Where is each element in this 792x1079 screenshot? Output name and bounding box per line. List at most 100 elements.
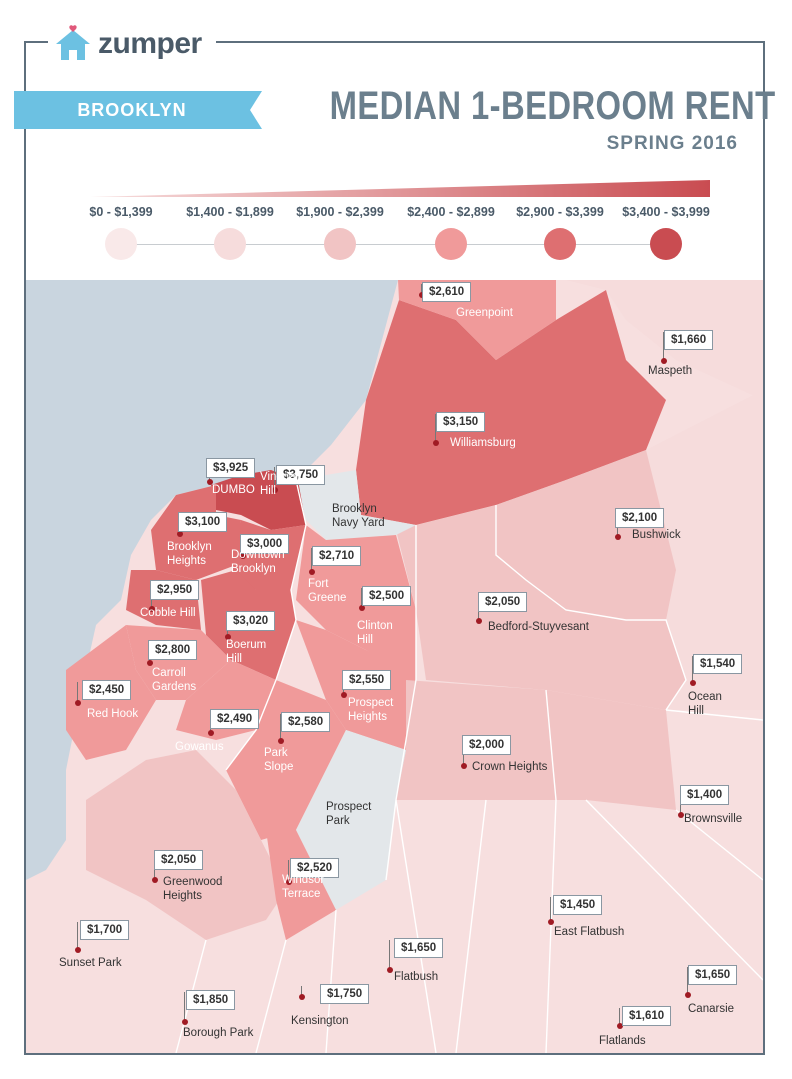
- price-tag-flatbush: $1,650: [394, 938, 444, 958]
- pin-stick: [435, 414, 436, 442]
- neighborhood-label-sunset-park: Sunset Park: [59, 957, 122, 969]
- map-pin-icon: [225, 634, 231, 640]
- neighborhood-label-kensington: Kensington: [291, 1015, 349, 1027]
- neighborhood-label-borough-park: Borough Park: [183, 1027, 254, 1039]
- price-tag-maspeth: $1,660: [664, 330, 714, 350]
- legend-swatch: [650, 228, 682, 260]
- neighborhood-label-downtown-brooklyn: Downtown Brooklyn: [231, 549, 285, 575]
- price-tag-kensington: $1,750: [320, 984, 370, 1004]
- neighborhood-label-brownsville: Brownsville: [684, 813, 743, 825]
- pin-stick: [274, 467, 275, 489]
- legend-label: $2,400 - $2,899: [407, 205, 495, 219]
- map-pin-icon: [309, 569, 315, 575]
- map-pin-icon: [461, 763, 467, 769]
- legend-swatch: [214, 228, 246, 260]
- map-pin-icon: [661, 358, 667, 364]
- map-pin-icon: [272, 487, 278, 493]
- map-pin-icon: [685, 992, 691, 998]
- pin-stick: [692, 656, 693, 682]
- pin-stick: [184, 992, 185, 1021]
- neighborhood-label-gowanus: Gowanus: [175, 741, 224, 753]
- neighborhood-label-bushwick: Bushwick: [632, 529, 681, 541]
- price-tag-prospect-heights: $2,550: [342, 670, 392, 690]
- neighborhood-label-park-slope: Park Slope: [264, 747, 294, 773]
- borough-label: BROOKLYN: [77, 100, 187, 120]
- map-pin-icon: [75, 947, 81, 953]
- page-subtitle: SPRING 2016: [606, 133, 738, 154]
- price-tag-downtown-brooklyn: $3,000: [240, 534, 290, 554]
- price-tag-windsor-terrace: $2,520: [290, 858, 340, 878]
- neighborhood-label-flatbush: Flatbush: [394, 971, 439, 983]
- legend-swatch: [324, 228, 356, 260]
- map-pin-icon: [207, 479, 213, 485]
- price-tag-ocean-hill: $1,540: [693, 654, 743, 674]
- neighborhood-label-clinton-hill: Clinton Hill: [357, 620, 393, 646]
- price-tag-park-slope: $2,580: [281, 712, 331, 732]
- map-pin-icon: [240, 553, 246, 559]
- legend-gradient-wedge: [90, 180, 710, 197]
- neighborhood-label-vinegar-hill: Vinegar Hill: [260, 471, 300, 497]
- neighborhood-label-carroll-gardens: Carroll Gardens: [152, 667, 197, 693]
- price-tag-red-hook: $2,450: [82, 680, 132, 700]
- neighborhood-label-cobble-hill: Cobble Hill: [140, 607, 196, 619]
- neighborhood-label-ocean-hill: Ocean Hill: [688, 691, 722, 717]
- infographic-frame: [24, 41, 765, 1055]
- price-tag-brooklyn-heights: $3,100: [178, 512, 228, 532]
- price-tag-canarsie: $1,650: [688, 965, 738, 985]
- neighborhood-label-east-flatbush: East Flatbush: [554, 926, 625, 938]
- price-tag-clinton-hill: $2,500: [362, 586, 412, 606]
- map-pin-icon: [182, 1019, 188, 1025]
- brooklyn-map: $2,610 Greenpoint $1,660 Maspeth $3,150 Willi…: [26, 280, 763, 1053]
- map-pin-icon: [617, 1023, 623, 1029]
- map-pin-icon: [177, 531, 183, 537]
- map-pin-icon: [690, 680, 696, 686]
- price-tag-sunset-park: $1,700: [80, 920, 130, 940]
- pin-stick: [687, 967, 688, 994]
- price-tag-greenwood-heights: $2,050: [154, 850, 204, 870]
- pin-stick: [288, 860, 289, 881]
- legend-label: $1,400 - $1,899: [186, 205, 274, 219]
- map-pin-icon: [147, 660, 153, 666]
- price-tag-borough-park: $1,850: [186, 990, 236, 1010]
- map-pin-icon: [208, 730, 214, 736]
- map-pin-icon: [387, 967, 393, 973]
- map-pin-icon: [75, 700, 81, 706]
- pin-stick: [619, 1008, 620, 1025]
- neighborhood-label-fort-greene: Fort Greene: [308, 578, 347, 604]
- map-pin-icon: [615, 534, 621, 540]
- brand-name: zumper: [98, 27, 202, 60]
- map-pin-icon: [149, 606, 155, 612]
- pin-stick: [389, 940, 390, 969]
- price-tag-greenpoint: $2,610: [422, 282, 472, 302]
- pin-stick: [77, 682, 78, 702]
- neighborhood-label-canarsie: Canarsie: [688, 1003, 735, 1015]
- price-tag-williamsburg: $3,150: [436, 412, 486, 432]
- legend-label: $0 - $1,399: [89, 205, 153, 219]
- price-tag-flatlands: $1,610: [622, 1006, 672, 1026]
- price-tag-vinegar-hill: $3,750: [276, 465, 326, 485]
- price-tag-gowanus: $2,490: [210, 709, 260, 729]
- map-pin-icon: [286, 879, 292, 885]
- pin-stick: [421, 284, 422, 294]
- map-pin-icon: [548, 919, 554, 925]
- neighborhood-label-prospect-heights: Prospect Heights: [348, 697, 394, 723]
- pin-stick: [361, 588, 362, 607]
- borough-ribbon: [14, 91, 262, 129]
- price-tag-crown-heights: $2,000: [462, 735, 512, 755]
- neighborhood-label-dumbo: DUMBO: [212, 484, 255, 496]
- price-tag-bushwick: $2,100: [615, 508, 665, 528]
- price-tag-brownsville: $1,400: [680, 785, 730, 805]
- legend-swatch: [105, 228, 137, 260]
- neighborhood-label-boerum-hill: Boerum Hill: [226, 639, 267, 665]
- legend-line: [121, 244, 666, 245]
- map-pin-icon: [299, 994, 305, 1000]
- legend-label: $1,900 - $2,399: [296, 205, 384, 219]
- pin-stick: [301, 986, 302, 996]
- price-tag-dumbo: $3,925: [206, 458, 256, 478]
- pin-stick: [311, 548, 312, 571]
- house-icon: [56, 25, 90, 60]
- neighborhood-label-bedford-stuyvesant: Bedford-Stuyvesant: [488, 621, 590, 633]
- legend-swatch: [544, 228, 576, 260]
- legend-label: $2,900 - $3,399: [516, 205, 604, 219]
- price-tag-boerum-hill: $3,020: [226, 611, 276, 631]
